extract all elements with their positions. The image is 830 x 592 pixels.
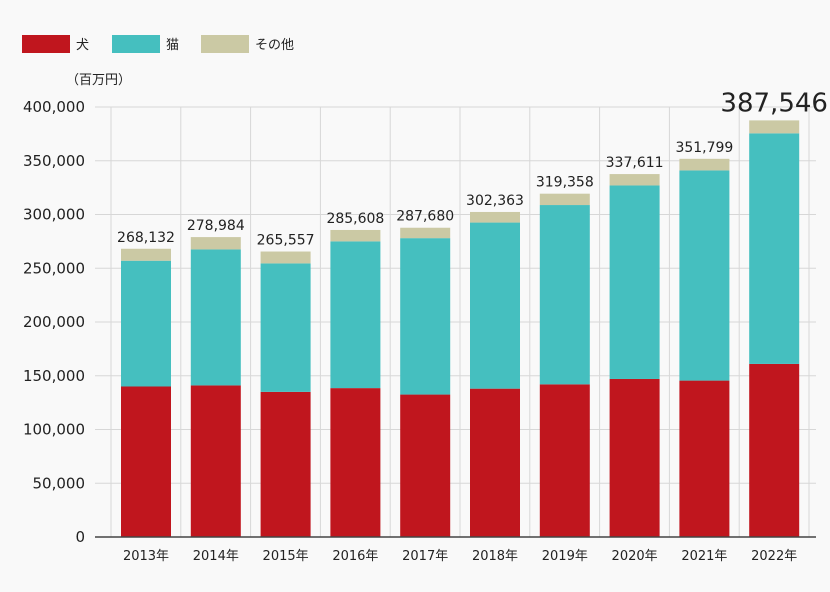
total-label-4: 287,680 bbox=[396, 209, 454, 225]
legend-swatch-1 bbox=[112, 35, 160, 53]
total-label-8: 351,799 bbox=[675, 140, 733, 156]
x-tick-label-7: 2020年 bbox=[612, 549, 658, 564]
total-label-1: 278,984 bbox=[187, 218, 245, 234]
x-tick-label-4: 2017年 bbox=[402, 549, 448, 564]
bar-1-2 bbox=[190, 237, 241, 250]
bar-9-0 bbox=[749, 363, 800, 537]
y-tick-label: 400,000 bbox=[23, 98, 85, 116]
x-tick-label-1: 2014年 bbox=[193, 549, 239, 564]
total-label-3: 285,608 bbox=[326, 211, 384, 227]
x-tick-label-9: 2022年 bbox=[751, 549, 797, 564]
bar-6-2 bbox=[539, 193, 590, 206]
x-tick-label-6: 2019年 bbox=[542, 549, 588, 564]
y-tick-label: 100,000 bbox=[23, 421, 85, 439]
legend-label-0: 犬 bbox=[76, 38, 89, 53]
bar-6-1 bbox=[539, 205, 590, 385]
bar-4-0 bbox=[400, 394, 451, 537]
y-tick-label: 50,000 bbox=[33, 474, 86, 492]
bar-7-1 bbox=[609, 185, 660, 379]
bar-0-2 bbox=[121, 248, 171, 261]
legend-swatch-0 bbox=[22, 35, 70, 53]
y-tick-label: 350,000 bbox=[23, 152, 85, 170]
bar-0-1 bbox=[121, 260, 171, 387]
legend-swatch-2 bbox=[201, 35, 249, 53]
bar-5-2 bbox=[470, 211, 520, 223]
bar-6-0 bbox=[539, 384, 590, 537]
bar-2-2 bbox=[260, 251, 311, 264]
bar-8-2 bbox=[679, 158, 730, 171]
bar-7-2 bbox=[609, 174, 660, 186]
bar-8-0 bbox=[679, 380, 730, 537]
bar-5-1 bbox=[470, 222, 520, 389]
total-label-9: 387,546 bbox=[720, 88, 828, 118]
x-tick-label-2: 2015年 bbox=[263, 549, 309, 564]
bar-3-1 bbox=[330, 241, 381, 389]
x-tick-label-8: 2021年 bbox=[681, 549, 727, 564]
bar-1-1 bbox=[190, 249, 241, 386]
bar-2-0 bbox=[260, 391, 311, 537]
bar-0-0 bbox=[121, 386, 171, 537]
bar-3-2 bbox=[330, 229, 381, 242]
bar-4-2 bbox=[400, 227, 451, 239]
y-tick-label: 250,000 bbox=[23, 259, 85, 277]
bar-7-0 bbox=[609, 378, 660, 537]
x-tick-label-3: 2016年 bbox=[332, 549, 378, 564]
unit-label: （百万円） bbox=[66, 73, 131, 88]
total-label-7: 337,611 bbox=[606, 155, 664, 171]
x-tick-label-0: 2013年 bbox=[123, 549, 169, 564]
y-tick-label: 150,000 bbox=[23, 367, 85, 385]
y-tick-label: 200,000 bbox=[23, 313, 85, 331]
legend-label-2: その他 bbox=[255, 38, 294, 53]
bar-5-0 bbox=[470, 388, 520, 537]
legend-label-1: 猫 bbox=[166, 38, 179, 53]
total-label-0: 268,132 bbox=[117, 230, 175, 246]
bar-3-0 bbox=[330, 388, 381, 537]
bar-8-1 bbox=[679, 170, 730, 381]
y-tick-label: 300,000 bbox=[23, 206, 85, 224]
total-label-6: 319,358 bbox=[536, 175, 594, 191]
x-tick-label-5: 2018年 bbox=[472, 549, 518, 564]
bar-9-2 bbox=[749, 120, 800, 134]
total-label-2: 265,557 bbox=[257, 233, 315, 249]
total-label-5: 302,363 bbox=[466, 193, 524, 209]
bar-1-0 bbox=[190, 385, 241, 537]
bar-2-1 bbox=[260, 263, 311, 392]
bar-4-1 bbox=[400, 238, 451, 395]
bar-9-1 bbox=[749, 133, 800, 364]
y-tick-label: 0 bbox=[75, 528, 85, 546]
